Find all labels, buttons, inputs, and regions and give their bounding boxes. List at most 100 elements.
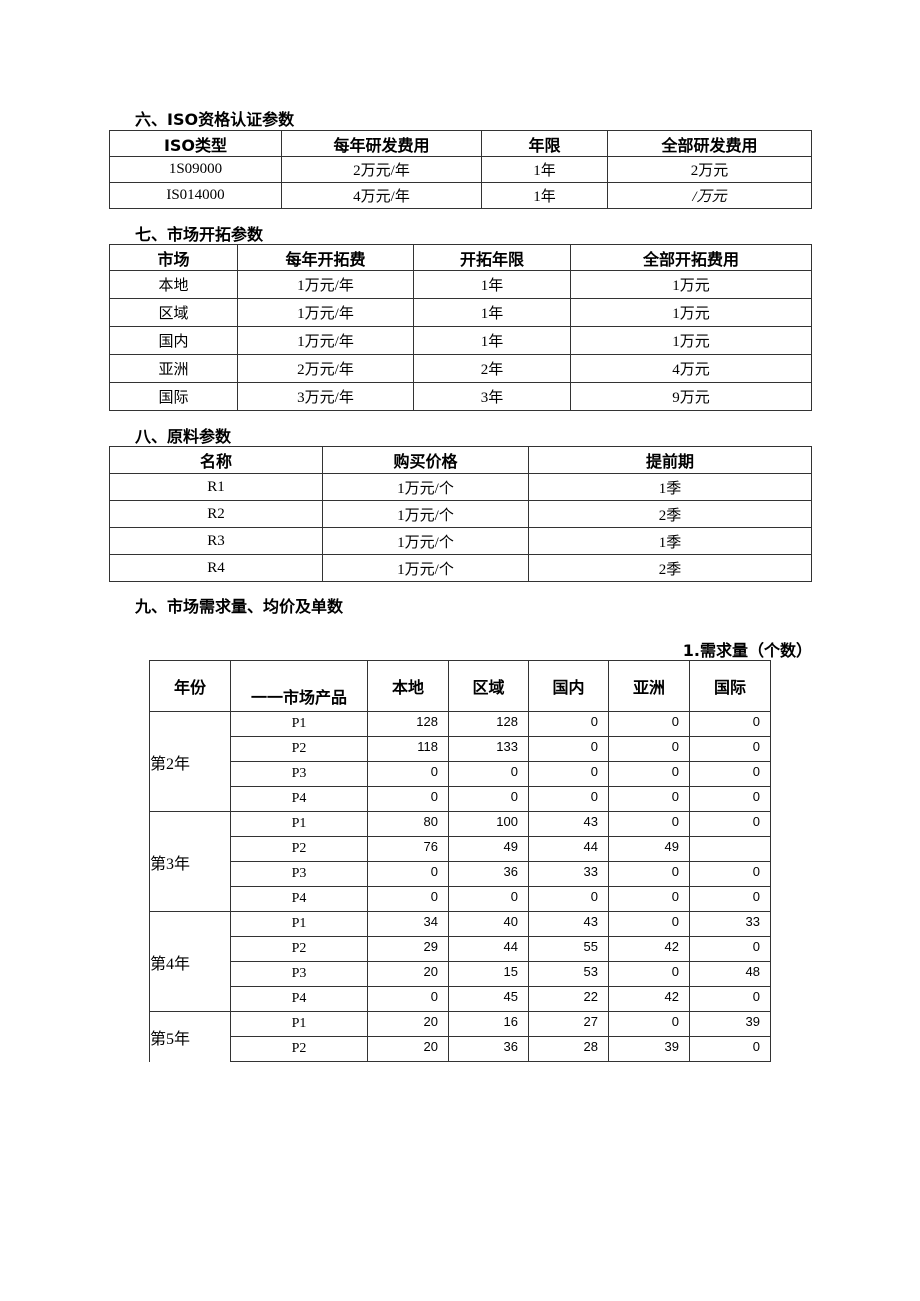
cell: 1年 (413, 326, 571, 355)
demand-value-cell: 0 (689, 711, 771, 737)
table-row: 第4年 P1 34 40 43 0 33 (149, 911, 771, 1012)
demand-value-cell: 42 (608, 936, 690, 962)
demand-value-cell: 0 (689, 1036, 771, 1062)
cell: 1年 (481, 156, 608, 183)
demand-value-cell: 28 (528, 1036, 609, 1062)
header-cell: 市场 (109, 244, 238, 271)
demand-value-cell: 49 (448, 836, 529, 862)
table-row: R3 1万元/个 1季 (109, 527, 812, 555)
year-cell: 第4年 (149, 911, 231, 1012)
cell: 1年 (481, 182, 608, 209)
demand-value-cell: 0 (608, 711, 690, 737)
header-cell: 年份 (149, 660, 231, 712)
demand-value-cell: 33 (689, 911, 771, 937)
cell: R2 (109, 500, 323, 528)
product-cell: P3 (230, 761, 368, 787)
demand-value-cell: 0 (367, 986, 449, 1012)
market-heading: 七、市场开拓参数 (135, 225, 264, 244)
cell: 1S09000 (109, 156, 282, 183)
header-cell: 全部开拓费用 (570, 244, 812, 271)
cell: 1季 (528, 473, 812, 501)
demand-value-cell: 20 (367, 961, 449, 987)
cell: 1万元/个 (322, 554, 529, 582)
demand-value-cell: 45 (448, 986, 529, 1012)
header-cell: 每年研发费用 (281, 130, 482, 157)
demand-value-cell: 16 (448, 1011, 529, 1037)
demand-value-cell: 0 (367, 886, 449, 912)
demand-value-cell: 0 (528, 786, 609, 812)
cell: 2万元 (607, 156, 812, 183)
demand-subtitle: 1.需求量（个数） (682, 641, 812, 660)
demand-value-cell: 0 (608, 961, 690, 987)
product-cell: P1 (230, 811, 368, 837)
product-cell: P3 (230, 861, 368, 887)
table-row: IS014000 4万元/年 1年 /万元 (109, 182, 812, 209)
header-cell: 本地 (367, 660, 449, 712)
demand-value-cell: 0 (528, 761, 609, 787)
cell: 3万元/年 (237, 382, 414, 411)
header-cell: 每年开拓费 (237, 244, 414, 271)
demand-value-cell: 36 (448, 1036, 529, 1062)
table-row: 本地 1万元/年 1年 1万元 (109, 270, 812, 299)
cell: 1万元/个 (322, 500, 529, 528)
cell: 1万元/年 (237, 298, 414, 327)
demand-value-cell: 0 (608, 811, 690, 837)
product-cell: P3 (230, 961, 368, 987)
demand-value-cell: 0 (608, 861, 690, 887)
cell: 1万元/个 (322, 527, 529, 555)
demand-value-cell: 43 (528, 911, 609, 937)
demand-value-cell: 0 (448, 786, 529, 812)
table-header-row: 市场 每年开拓费 开拓年限 全部开拓费用 (109, 244, 812, 271)
table-row: P2 76 49 44 49 (150, 836, 771, 862)
demand-value-cell: 0 (608, 911, 690, 937)
product-cell: P4 (230, 786, 368, 812)
cell: 2季 (528, 554, 812, 582)
table-row: R2 1万元/个 2季 (109, 500, 812, 528)
table-row: 1S09000 2万元/年 1年 2万元 (109, 156, 812, 183)
cell: 1万元/年 (237, 270, 414, 299)
demand-value-cell: 33 (528, 861, 609, 887)
material-table: 名称 购买价格 提前期 R1 1万元/个 1季 R2 1万元/个 2季 R3 1万元/个 1季 R4 1万… (109, 446, 812, 582)
demand-value-cell: 0 (448, 761, 529, 787)
table-row: 第5年 P1 20 16 27 0 39 (149, 1011, 771, 1062)
demand-value-cell: 80 (367, 811, 449, 837)
table-row: 区域 1万元/年 1年 1万元 (109, 298, 812, 327)
demand-value-cell: 0 (689, 936, 771, 962)
cell: 国内 (109, 326, 238, 355)
cell: 2万元/年 (281, 156, 482, 183)
demand-value-cell: 0 (528, 886, 609, 912)
demand-value-cell: 76 (367, 836, 449, 862)
header-cell: 提前期 (528, 446, 812, 474)
demand-value-cell: 43 (528, 811, 609, 837)
product-cell: P2 (230, 936, 368, 962)
product-cell: P2 (230, 836, 368, 862)
demand-value-cell: 53 (528, 961, 609, 987)
cell: 1年 (413, 298, 571, 327)
market-table: 市场 每年开拓费 开拓年限 全部开拓费用 本地 1万元/年 1年 1万元 区域 1万元/年 1年 1万… (109, 244, 812, 411)
demand-value-cell: 22 (528, 986, 609, 1012)
table-row: P4 0 0 0 0 0 (150, 886, 771, 912)
header-cell: 名称 (109, 446, 323, 474)
header-cell: 开拓年限 (413, 244, 571, 271)
demand-value-cell: 0 (448, 886, 529, 912)
header-cell: 全部研发费用 (607, 130, 812, 157)
demand-value-cell: 49 (608, 836, 690, 862)
demand-value-cell: 55 (528, 936, 609, 962)
demand-value-cell: 0 (689, 761, 771, 787)
demand-value-cell: 0 (608, 886, 690, 912)
cell: R3 (109, 527, 323, 555)
cell: 1万元 (570, 298, 812, 327)
demand-value-cell: 0 (608, 736, 690, 762)
cell: 3年 (413, 382, 571, 411)
demand-value-cell: 0 (528, 736, 609, 762)
demand-value-cell: 0 (689, 986, 771, 1012)
cell: 区域 (109, 298, 238, 327)
header-cell: 一一市场产品 (230, 660, 368, 712)
cell: 国际 (109, 382, 238, 411)
product-cell: P1 (230, 1011, 368, 1037)
table-row: 亚洲 2万元/年 2年 4万元 (109, 354, 812, 383)
iso-table: ISO类型 每年研发费用 年限 全部研发费用 1S09000 2万元/年 1年 … (109, 130, 812, 209)
demand-value-cell: 42 (608, 986, 690, 1012)
demand-value-cell: 133 (448, 736, 529, 762)
demand-table: 年份 一一市场产品 本地 区域 国内 亚洲 国际 第2年 P1 128 128 0 0 0 P2 118 133… (149, 660, 771, 1062)
